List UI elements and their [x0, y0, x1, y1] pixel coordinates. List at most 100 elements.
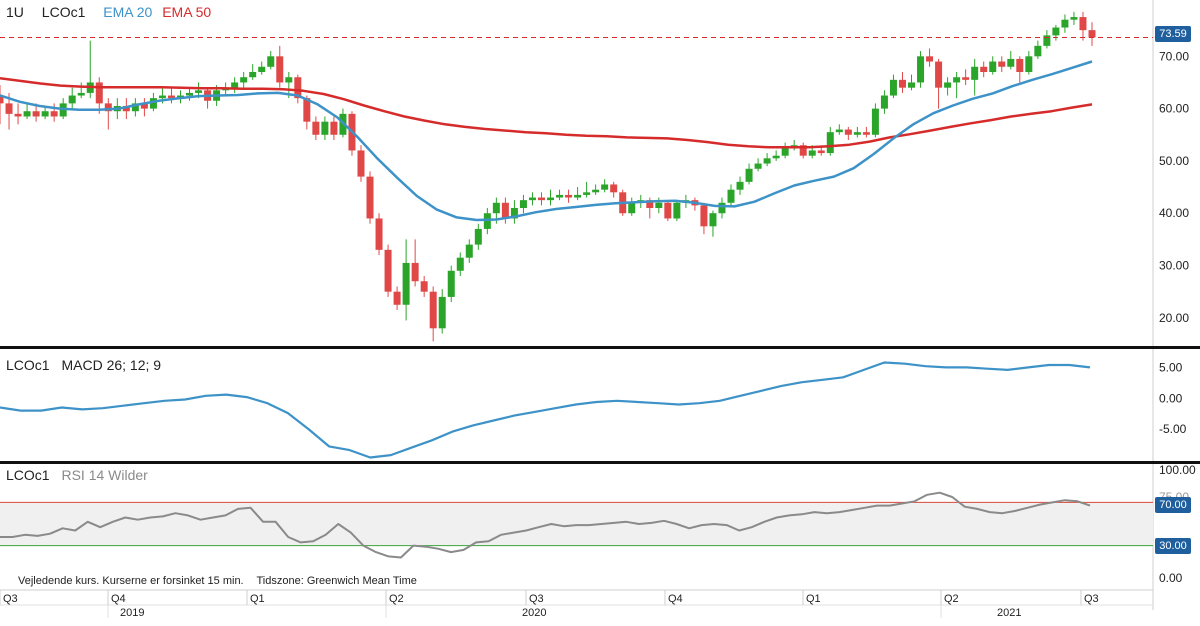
candle-body	[763, 158, 771, 164]
candle-body	[285, 77, 293, 83]
candle-body	[547, 197, 555, 201]
macd-line	[0, 361, 1091, 459]
candle-body	[709, 213, 717, 227]
candle-body	[880, 95, 888, 109]
quarter-label: Q2	[389, 593, 404, 605]
price-axis-tick: 70.00	[1159, 49, 1189, 63]
interval-label[interactable]: 1U	[6, 4, 24, 20]
candle-body	[438, 296, 446, 329]
quarter-label: Q2	[944, 593, 959, 605]
candle-body	[772, 155, 780, 159]
candle-body	[962, 77, 970, 80]
quarter-label: Q3	[529, 593, 544, 605]
ema20-legend[interactable]: EMA 20	[103, 4, 153, 20]
candle-body	[258, 66, 266, 72]
quarter-label: Q1	[806, 593, 821, 605]
macd-axis-tick: -5.00	[1159, 422, 1187, 436]
chart-header: 1U LCOc1 EMA 20 EMA 50	[6, 4, 225, 20]
candle-body	[186, 92, 194, 96]
footer-disclaimer: Vejledende kurs. Kurserne er forsinket 1…	[18, 575, 427, 587]
candle-body	[0, 95, 4, 104]
candle-body	[971, 66, 979, 80]
panel-divider-rsi	[0, 461, 1200, 464]
candle-body	[583, 192, 591, 195]
candle-body	[231, 82, 239, 88]
candle-body	[998, 61, 1006, 67]
rsi-lower-badge: 30.00	[1155, 538, 1191, 554]
quarter-label: Q1	[250, 593, 265, 605]
candle-body	[240, 77, 248, 83]
candle-body	[411, 262, 419, 282]
rsi-upper-badge: 70.00	[1155, 497, 1191, 513]
timezone-notice: Tidszone: Greenwich Mean Time	[256, 575, 417, 587]
quarter-label: Q3	[3, 593, 18, 605]
candle-body	[628, 202, 636, 214]
candle-body	[537, 197, 545, 201]
last-price-badge: 73.59	[1155, 26, 1191, 42]
candle-body	[1070, 17, 1078, 20]
candle-body	[149, 98, 157, 109]
macd-symbol: LCOc1	[6, 357, 50, 373]
candle-body	[1007, 58, 1015, 67]
candle-body	[104, 103, 112, 112]
candle-body	[1043, 35, 1051, 46]
candle-body	[384, 249, 392, 292]
candle-body	[953, 77, 961, 83]
candle-body	[267, 56, 275, 67]
candle-body	[664, 202, 672, 219]
candle-body	[321, 121, 329, 135]
candle-body	[519, 200, 527, 208]
candle-body	[5, 103, 13, 114]
candle-body	[917, 56, 925, 83]
macd-header: LCOc1 MACD 26; 12; 9	[6, 357, 169, 373]
ema50-legend[interactable]: EMA 50	[162, 4, 212, 20]
candle-body	[167, 95, 175, 99]
price-axis-tick: 20.00	[1159, 311, 1189, 325]
price-axis-tick: 30.00	[1159, 259, 1189, 273]
candle-body	[1079, 17, 1087, 31]
candle-body	[68, 95, 76, 104]
rsi-label[interactable]: RSI 14 Wilder	[61, 467, 148, 483]
candle-body	[844, 129, 852, 135]
price-axis-tick: 50.00	[1159, 154, 1189, 168]
candle-body	[303, 98, 311, 122]
candle-body	[754, 163, 762, 169]
macd-label[interactable]: MACD 26; 12; 9	[61, 357, 162, 373]
symbol-label[interactable]: LCOc1	[41, 4, 86, 20]
rsi-header: LCOc1 RSI 14 Wilder	[6, 467, 156, 483]
quarter-label: Q4	[111, 593, 126, 605]
candle-body	[195, 90, 203, 93]
candle-body	[447, 270, 455, 297]
candle-body	[249, 72, 257, 78]
candle-body	[95, 82, 103, 104]
candle-body	[727, 189, 735, 203]
candle-body	[357, 150, 365, 177]
candle-body	[492, 202, 500, 214]
candle-body	[601, 184, 609, 190]
candle-body	[808, 150, 816, 156]
panel-divider-macd	[0, 346, 1200, 349]
rsi-symbol: LCOc1	[6, 467, 50, 483]
candle-body	[420, 281, 428, 292]
rsi-axis-tick: 0.00	[1159, 571, 1183, 585]
candle-body	[853, 132, 861, 135]
candle-body	[944, 82, 952, 88]
candle-body	[799, 145, 807, 156]
candle-body	[745, 168, 753, 182]
candle-body	[375, 218, 383, 250]
candle-body	[366, 176, 374, 219]
candle-body	[889, 79, 897, 96]
candle-body	[908, 82, 916, 88]
quarter-label: Q4	[668, 593, 683, 605]
candle-body	[556, 194, 564, 198]
candle-body	[14, 113, 22, 117]
candle-body	[158, 95, 166, 99]
candle-body	[32, 111, 40, 117]
rsi-band	[0, 502, 1153, 546]
candle-body	[926, 56, 934, 62]
candle-body	[898, 79, 906, 88]
candle-body	[989, 61, 997, 72]
candle-body	[736, 181, 744, 190]
ema50-line	[0, 77, 1093, 149]
